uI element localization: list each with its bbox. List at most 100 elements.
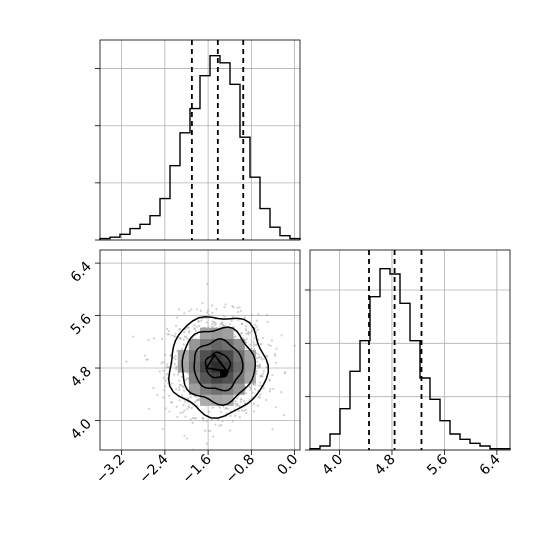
density-cell [211, 338, 223, 351]
scatter-point [262, 358, 265, 361]
scatter-point [170, 334, 173, 337]
scatter-point [201, 302, 204, 305]
scatter-point [239, 400, 242, 404]
scatter-point [247, 333, 250, 336]
scatter-point [240, 331, 243, 335]
scatter-point [125, 360, 128, 363]
histogram-p1-steps [309, 267, 511, 450]
scatter-point [260, 374, 263, 377]
scatter-point [258, 364, 261, 367]
density-cell [222, 394, 234, 406]
scatter-point [236, 403, 239, 407]
scatter-point [205, 321, 208, 324]
scatter-point [209, 429, 212, 432]
scatter-point [211, 406, 214, 409]
scatter-point [268, 390, 272, 393]
scatter-point [274, 406, 277, 409]
scatter-point [188, 310, 191, 313]
joint-density-panel: −3.2 −2.4 −1.6 −0.8 0.0 4.0 4.8 5.6 6.4 [68, 249, 301, 487]
scatter-point [181, 385, 184, 388]
scatter-point [257, 312, 260, 316]
scatter-point [182, 404, 185, 407]
scatter-point [235, 404, 238, 407]
scatter-point [255, 319, 258, 322]
scatter-point [245, 347, 248, 350]
scatter-point [258, 363, 262, 366]
scatter-point [257, 356, 260, 359]
scatter-point [260, 358, 263, 361]
histogram-p0-steps [99, 55, 301, 240]
scatter-point [266, 320, 269, 324]
scatter-point [188, 331, 191, 334]
scatter-point [177, 386, 181, 389]
scatter-point [238, 416, 241, 419]
scatter-point [162, 360, 165, 364]
scatter-point [221, 419, 224, 423]
scatter-point [193, 401, 197, 404]
scatter-point [211, 304, 214, 307]
scatter-point [174, 332, 177, 335]
scatter-point [182, 389, 186, 392]
scatter-point [241, 322, 244, 325]
scatter-point [268, 379, 271, 383]
marginal-p0-frame [99, 39, 301, 241]
scatter-point [244, 408, 247, 411]
scatter-point [173, 373, 176, 376]
scatter-point [143, 354, 147, 357]
scatter-point [214, 423, 217, 426]
scatter-point [179, 384, 183, 387]
density-cell [200, 383, 212, 395]
scatter-point [239, 309, 243, 312]
scatter-point [223, 324, 227, 327]
scatter-point [194, 417, 197, 420]
scatter-point [174, 357, 177, 361]
scatter-point [251, 329, 254, 333]
scatter-point [253, 342, 256, 346]
scatter-point [261, 372, 264, 375]
scatter-point [255, 370, 258, 373]
scatter-point [221, 322, 224, 325]
scatter-point [259, 356, 262, 359]
scatter-point [258, 365, 261, 368]
scatter-point [254, 343, 258, 346]
scatter-point [271, 374, 274, 377]
scatter-point [166, 333, 169, 336]
scatter-point [245, 337, 248, 341]
scatter-point [218, 406, 221, 409]
scatter-point [231, 420, 234, 423]
x-tick-label: 4.8 [372, 452, 399, 479]
y-tick-label: 4.0 [68, 416, 95, 443]
scatter-point [248, 343, 252, 346]
scatter-point [179, 411, 182, 415]
scatter-point [170, 401, 173, 404]
density-cell [177, 361, 190, 373]
density-cell [233, 372, 245, 384]
scatter-point [182, 386, 185, 389]
scatter-point [162, 376, 165, 379]
density-cell [222, 361, 234, 373]
scatter-point [193, 327, 196, 330]
scatter-point [200, 319, 203, 322]
scatter-point [232, 306, 235, 309]
density-cell [188, 372, 201, 384]
scatter-point [194, 329, 198, 333]
scatter-point [272, 387, 275, 391]
contour-line [167, 316, 270, 419]
scatter-point [178, 388, 181, 392]
scatter-point [178, 383, 181, 387]
scatter-point [167, 333, 170, 336]
scatter-point [259, 343, 262, 346]
scatter-point [256, 365, 259, 368]
contour-line [205, 353, 230, 373]
scatter-point [236, 402, 239, 405]
scatter-point [280, 390, 283, 394]
scatter-point [259, 381, 262, 384]
scatter-point [160, 362, 163, 365]
scatter-point [163, 385, 167, 388]
scatter-point [225, 407, 228, 410]
scatter-point [193, 327, 196, 330]
density-cell [244, 361, 256, 373]
scatter-point [248, 385, 251, 388]
scatter-point [169, 353, 172, 357]
x-tick-label: 6.4 [477, 451, 504, 478]
